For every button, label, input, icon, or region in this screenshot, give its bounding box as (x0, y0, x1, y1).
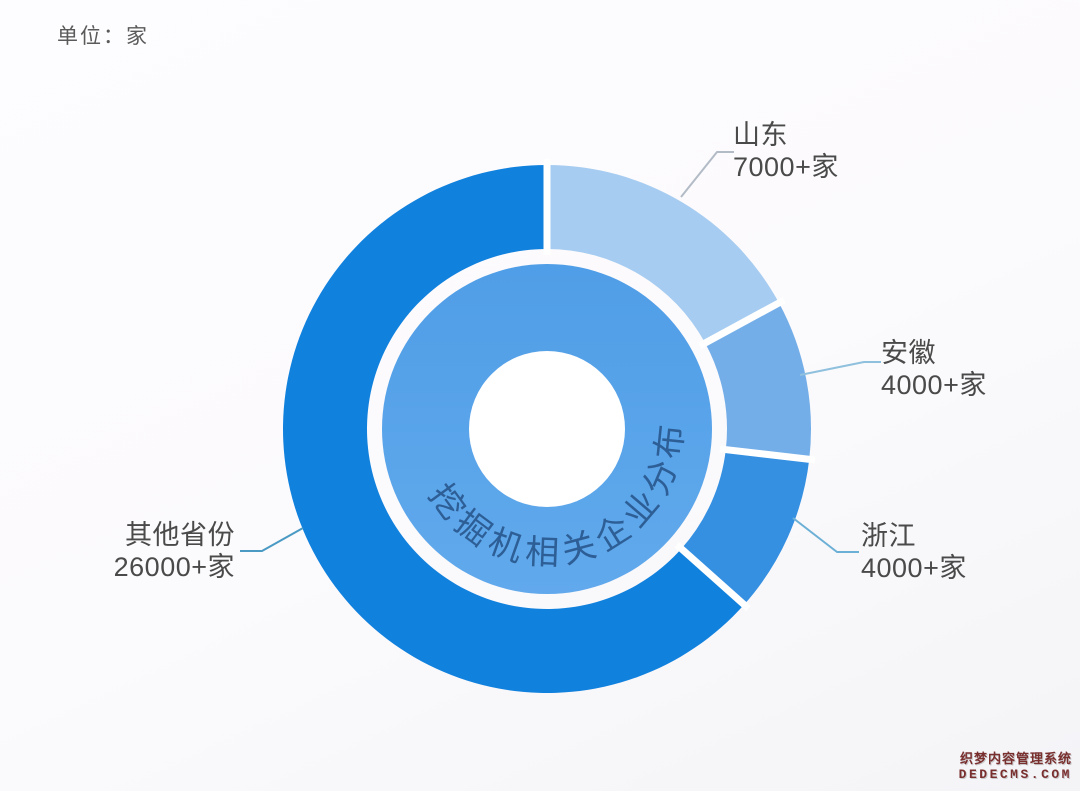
center-title-char: 布 (650, 423, 691, 461)
callout-leader-lines (240, 151, 881, 553)
callout-others-name: 其他省份 (125, 520, 235, 550)
callout-shandong: 山东 7000+家 (733, 119, 839, 184)
donut-segment-others (283, 165, 745, 693)
callout-others: 其他省份 26000+家 (114, 519, 235, 584)
segment-divider (698, 296, 786, 349)
callout-leader-shandong (680, 151, 734, 198)
callout-zhejiang: 浙江 4000+家 (861, 520, 967, 585)
segment-dividers (543, 159, 816, 612)
callout-shandong-value: 7000+家 (733, 152, 839, 183)
segment-divider (674, 542, 751, 612)
donut-segment-zhejiang (681, 449, 810, 605)
segment-divider (719, 445, 816, 464)
callout-others-value: 26000+家 (113, 552, 235, 583)
callout-leader-zhejiang (792, 517, 859, 553)
watermark: 织梦内容管理系统 DEDECMS.COM (959, 751, 1072, 784)
watermark-line2: DEDECMS.COM (958, 766, 1072, 782)
watermark-line1: 织梦内容管理系统 (959, 750, 1072, 766)
inner-ring (382, 264, 712, 594)
callout-shandong-name: 山东 (733, 120, 788, 150)
unit-label: 单位：家 (57, 25, 149, 48)
center-title-char: 相 (524, 533, 559, 572)
donut-segment-anhui (705, 302, 812, 460)
donut-center-hole (469, 351, 625, 507)
donut-segment-shandong (547, 165, 779, 344)
callout-anhui-value: 4000+家 (881, 370, 987, 401)
callout-leader-others (240, 527, 304, 552)
callout-zhejiang-value: 4000+家 (861, 553, 967, 584)
callout-leader-anhui (799, 361, 881, 376)
donut-segments (283, 165, 812, 693)
callout-zhejiang-name: 浙江 (861, 521, 916, 551)
callout-anhui-name: 安徽 (881, 338, 936, 368)
callout-anhui: 安徽 4000+家 (881, 337, 987, 402)
